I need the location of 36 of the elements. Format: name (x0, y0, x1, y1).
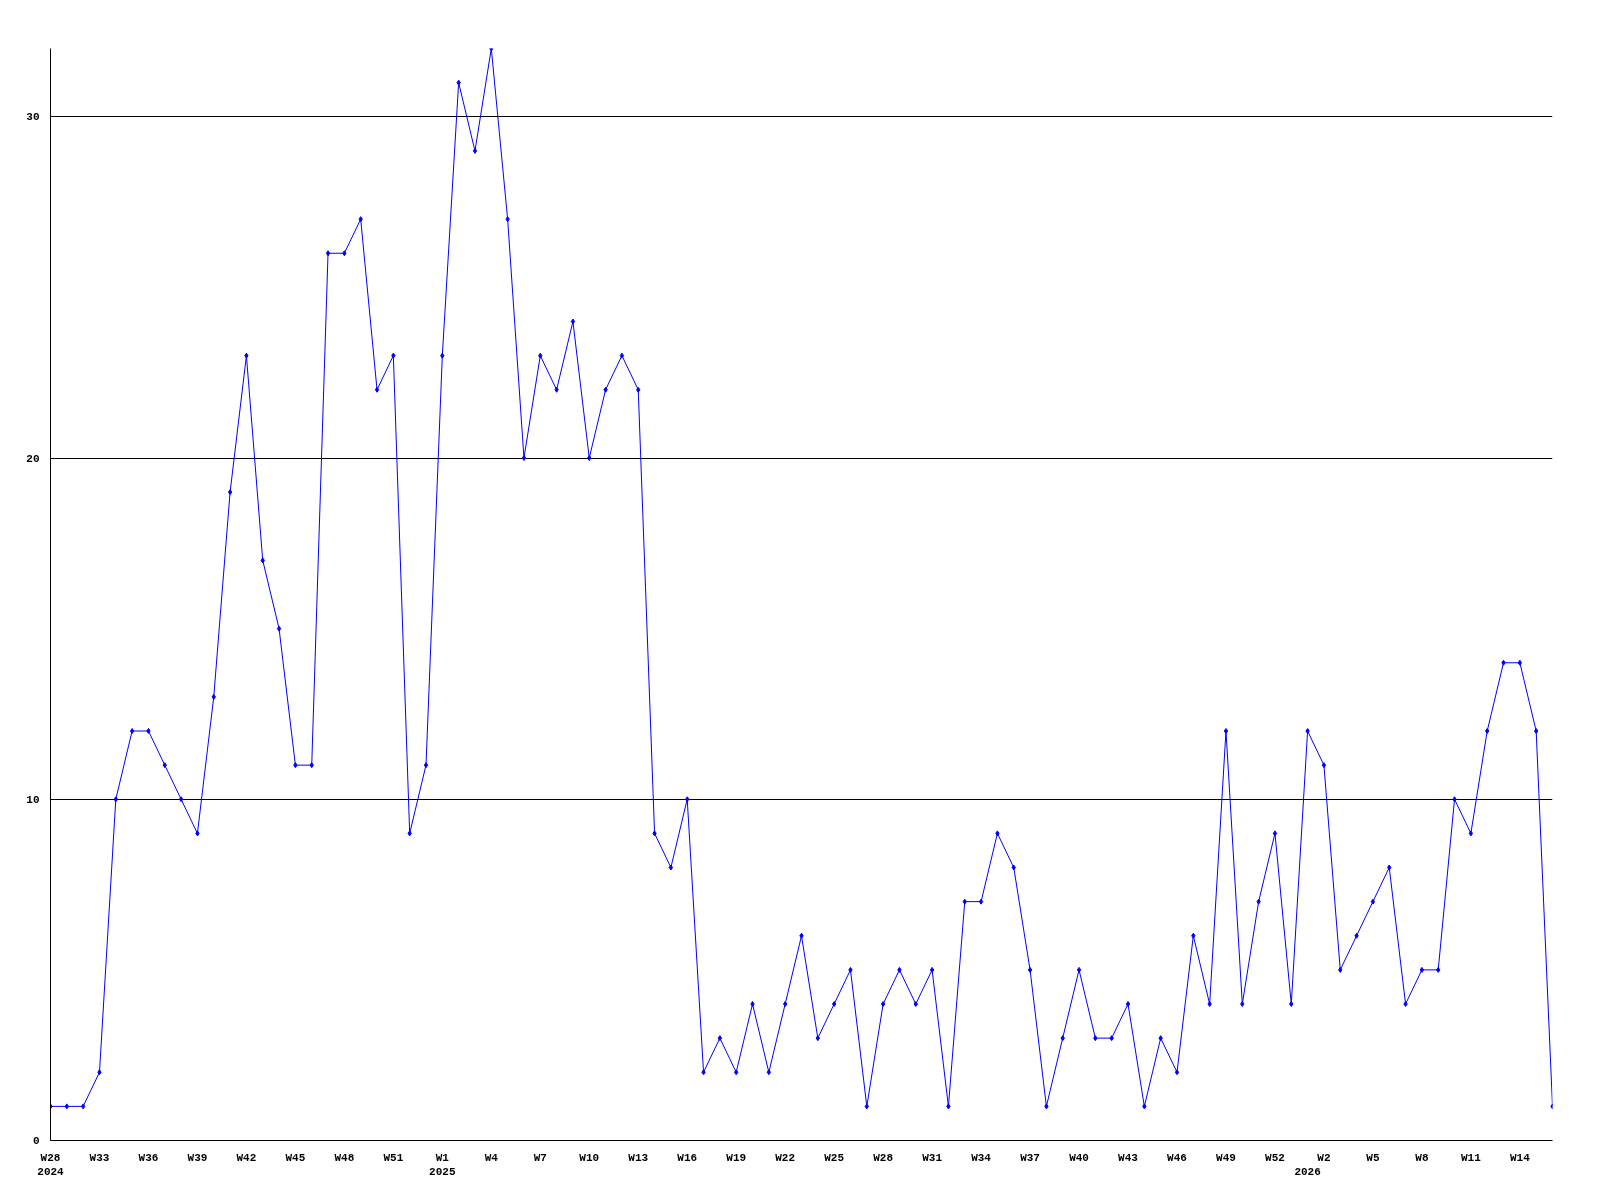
x-tick-label: W34 (971, 1151, 992, 1164)
x-tick-label: W48 (334, 1151, 355, 1164)
x-tick-label: W46 (1167, 1151, 1187, 1164)
x-tick-label: W43 (1118, 1151, 1139, 1164)
x-tick-label: W10 (579, 1151, 600, 1164)
x-tick-label: W7 (533, 1151, 547, 1164)
x-tick-label: W28 2024 (37, 1151, 65, 1178)
y-tick-label: 20 (26, 452, 40, 465)
x-tick-label: W14 (1509, 1151, 1531, 1164)
x-tick-label: W8 (1415, 1151, 1429, 1164)
x-tick-label: W16 (677, 1151, 698, 1164)
x-tick-label: W52 (1265, 1151, 1285, 1164)
x-tick-label: W1 2025 (429, 1151, 456, 1178)
x-tick-label: W40 (1069, 1151, 1089, 1164)
x-tick-label: W2 (1317, 1151, 1331, 1164)
y-tick-label: 0 (32, 1135, 40, 1147)
x-tick-label: W31 (922, 1151, 943, 1164)
x-tick-label: W33 (89, 1151, 110, 1164)
y-tick-label: 30 (26, 111, 40, 124)
x-tick-label: W39 (187, 1151, 208, 1164)
x-tick-label: W13 (628, 1151, 649, 1164)
x-tick-label: W4 (484, 1151, 499, 1164)
x-tick-label: W36 (138, 1151, 159, 1164)
x-tick-label: W37 (1020, 1151, 1040, 1164)
x-tick-label: W19 (726, 1151, 747, 1164)
x-tick-label: W5 (1366, 1151, 1380, 1164)
x-tick-label: W51 (383, 1151, 404, 1164)
x-tick-label: W25 (824, 1151, 845, 1164)
x-tick-label: W45 (285, 1151, 306, 1164)
x-tick-label: 2026 (1294, 1165, 1321, 1178)
x-tick-label: W22 (775, 1151, 796, 1164)
x-tick-label: W28 (873, 1151, 894, 1164)
x-tick-label: W11 (1460, 1151, 1482, 1164)
x-tick-label: W42 (236, 1151, 257, 1164)
y-tick-label: 10 (26, 793, 40, 806)
x-tick-label: W49 (1216, 1151, 1236, 1164)
